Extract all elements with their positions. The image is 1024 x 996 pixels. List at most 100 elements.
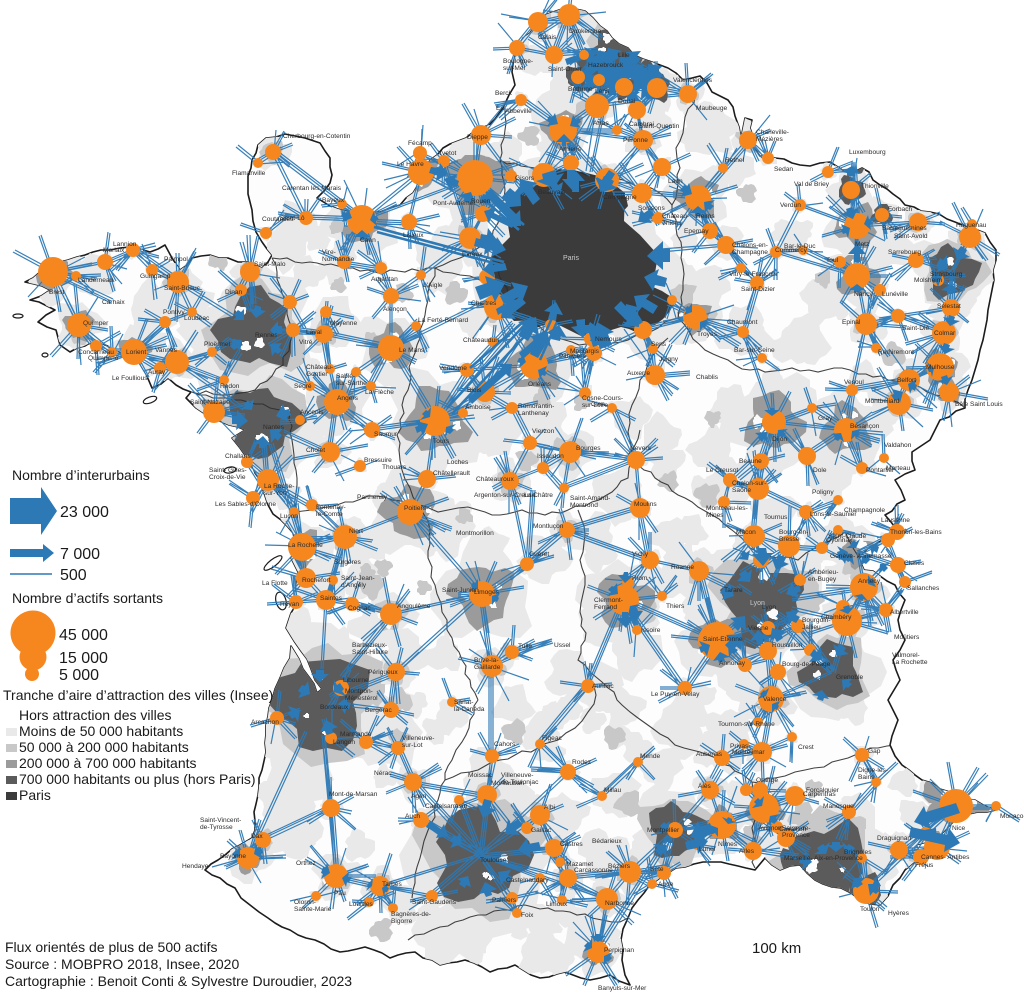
svg-text:Le Mans: Le Mans: [399, 347, 425, 354]
svg-text:Péronne: Péronne: [623, 137, 648, 144]
svg-text:Montpellier: Montpellier: [647, 827, 680, 834]
svg-text:Sens: Sens: [651, 341, 667, 348]
svg-text:Bar-sur-Seine: Bar-sur-Seine: [734, 347, 775, 354]
svg-text:Rennes: Rennes: [255, 332, 278, 339]
svg-text:Coutances: Coutances: [262, 216, 294, 223]
svg-text:Saint-Omer: Saint-Omer: [548, 66, 583, 73]
svg-text:Les Sables-d'Olonne: Les Sables-d'Olonne: [215, 501, 276, 508]
svg-text:Carcassonne: Carcassonne: [574, 867, 613, 874]
svg-text:Ploërmel: Ploërmel: [204, 341, 231, 348]
svg-text:Clermont-: Clermont-: [594, 597, 623, 604]
svg-text:Château-: Château-: [662, 213, 689, 220]
svg-text:Auxerre: Auxerre: [627, 370, 650, 377]
svg-text:Hors attraction des villes: Hors attraction des villes: [19, 707, 172, 723]
svg-text:Pontivy: Pontivy: [163, 309, 185, 316]
svg-text:Digne-les-: Digne-les-: [858, 767, 888, 774]
svg-text:Val de Briey: Val de Briey: [794, 181, 830, 188]
svg-text:Gisors: Gisors: [515, 175, 535, 182]
svg-text:Nombre d’actifs sortants: Nombre d’actifs sortants: [12, 590, 163, 606]
svg-text:Parthenay: Parthenay: [357, 494, 388, 501]
svg-text:Gontier: Gontier: [306, 371, 328, 378]
svg-text:sur-Yon: sur-Yon: [264, 490, 287, 497]
svg-text:Sélestat: Sélestat: [937, 303, 961, 310]
svg-text:L'Aigle: L'Aigle: [423, 282, 443, 289]
svg-text:Remiremont: Remiremont: [878, 349, 914, 356]
svg-text:Saint-Gaudens: Saint-Gaudens: [412, 899, 457, 906]
svg-text:Redon: Redon: [220, 383, 240, 390]
svg-text:Toul: Toul: [826, 257, 839, 264]
svg-text:Chartres: Chartres: [471, 300, 497, 307]
svg-text:Haguenau: Haguenau: [956, 222, 987, 229]
svg-text:Vitry-le-François: Vitry-le-François: [729, 271, 778, 278]
svg-text:Castelnaudary: Castelnaudary: [506, 877, 549, 884]
svg-text:Fréjus: Fréjus: [915, 862, 934, 869]
svg-text:Sarrebourg: Sarrebourg: [888, 249, 921, 256]
svg-text:Oloron-: Oloron-: [294, 899, 316, 906]
svg-text:Bains: Bains: [858, 774, 875, 781]
svg-text:Thouars: Thouars: [382, 464, 407, 471]
svg-text:Flamanville: Flamanville: [232, 170, 266, 177]
svg-text:Epernay: Epernay: [684, 228, 709, 235]
svg-text:Pont-Audemer: Pont-Audemer: [433, 200, 476, 207]
svg-text:Albertville: Albertville: [890, 609, 919, 616]
svg-text:Vesoul: Vesoul: [844, 379, 864, 386]
svg-text:Lyon: Lyon: [750, 600, 765, 607]
svg-text:Valence: Valence: [763, 696, 787, 703]
svg-text:le-Comte: le-Comte: [316, 511, 343, 518]
svg-text:Sète: Sète: [650, 866, 664, 873]
svg-text:Rethel: Rethel: [725, 157, 745, 164]
svg-text:Castelsarrasin: Castelsarrasin: [425, 803, 467, 810]
svg-text:Gaillac: Gaillac: [531, 827, 552, 834]
svg-text:Croix-de-Vie: Croix-de-Vie: [209, 474, 246, 481]
svg-text:Le Puy-en-Velay: Le Puy-en-Velay: [651, 691, 700, 698]
svg-text:Bâle Saint Louis: Bâle Saint Louis: [955, 401, 1003, 408]
svg-text:Vienne: Vienne: [748, 625, 769, 632]
svg-text:Nantes: Nantes: [263, 424, 285, 431]
svg-text:Narbonne: Narbonne: [605, 900, 634, 907]
svg-text:Cahors: Cahors: [494, 741, 516, 748]
svg-text:7 000: 7 000: [60, 546, 100, 563]
svg-text:Tarare: Tarare: [724, 587, 743, 594]
svg-text:Pamiers: Pamiers: [492, 897, 517, 904]
svg-text:Maubeuge: Maubeuge: [696, 105, 727, 112]
svg-text:Forcalquier: Forcalquier: [806, 787, 840, 794]
svg-text:Lorient: Lorient: [126, 349, 146, 356]
svg-text:Paris: Paris: [563, 255, 579, 262]
svg-text:de-Toulonjac: de-Toulonjac: [501, 779, 539, 786]
svg-text:Bourg-en-: Bourg-en-: [779, 529, 808, 536]
svg-text:Montmorillon: Montmorillon: [456, 530, 494, 537]
svg-text:45 000: 45 000: [59, 627, 108, 644]
svg-text:Chambéry: Chambéry: [821, 614, 852, 621]
svg-text:Toulouse: Toulouse: [480, 857, 507, 864]
svg-text:Albi: Albi: [544, 804, 556, 811]
svg-text:Langon: Langon: [333, 739, 355, 746]
svg-text:Marmande: Marmande: [340, 731, 372, 738]
svg-text:Bordeaux: Bordeaux: [320, 704, 349, 711]
svg-text:Rouen: Rouen: [471, 198, 491, 205]
svg-text:Perpignan: Perpignan: [604, 947, 634, 954]
svg-text:Valdahon: Valdahon: [884, 442, 912, 449]
svg-text:100 km: 100 km: [752, 940, 801, 957]
svg-text:Limoux: Limoux: [546, 901, 568, 908]
svg-text:Cognac: Cognac: [348, 605, 371, 612]
svg-text:Saintes: Saintes: [320, 595, 343, 602]
svg-text:Bayonne: Bayonne: [220, 853, 246, 860]
svg-text:Orléans: Orléans: [528, 381, 552, 388]
svg-text:Tours: Tours: [433, 438, 450, 445]
svg-text:Metz: Metz: [855, 241, 869, 248]
svg-text:Montceau-les-: Montceau-les-: [706, 505, 748, 512]
svg-text:Montauban: Montauban: [491, 780, 524, 787]
svg-text:Yvetot: Yvetot: [438, 150, 456, 157]
svg-text:Sainte-Marie: Sainte-Marie: [294, 906, 332, 913]
svg-text:Sedan: Sedan: [774, 166, 793, 173]
svg-text:Montbéliard: Montbéliard: [865, 398, 900, 405]
svg-text:Figeac: Figeac: [542, 735, 562, 742]
svg-text:Bédarieux: Bédarieux: [592, 838, 622, 845]
svg-text:Orange: Orange: [756, 777, 778, 784]
svg-text:Epinal: Epinal: [842, 319, 861, 326]
svg-text:Chalon-sur-: Chalon-sur-: [732, 480, 766, 487]
svg-text:Mulhouse: Mulhouse: [926, 364, 955, 371]
svg-text:Vierzon: Vierzon: [532, 428, 555, 435]
svg-text:Ussel: Ussel: [554, 642, 571, 649]
svg-text:Troyes: Troyes: [697, 331, 718, 338]
